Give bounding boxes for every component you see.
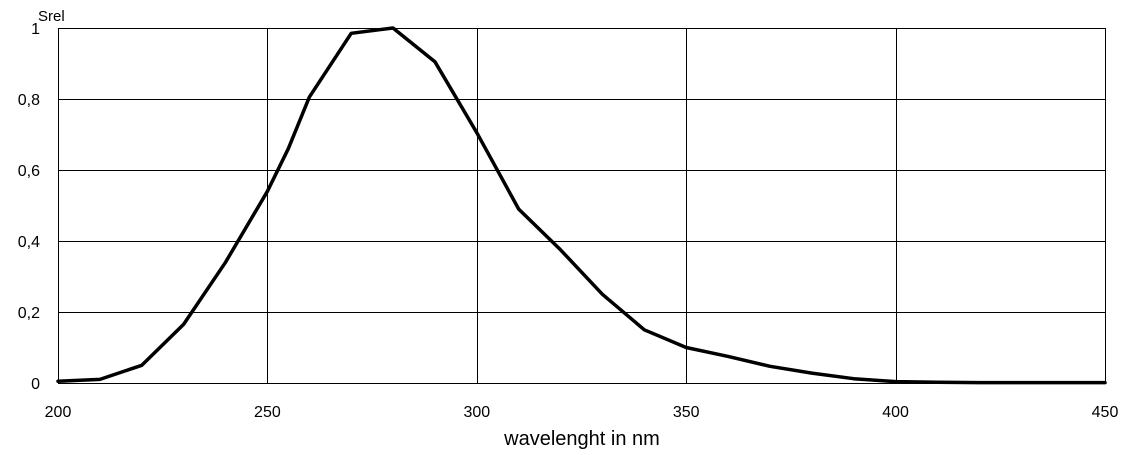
y-axis-label: Srel bbox=[38, 8, 65, 25]
y-tick-label: 0,2 bbox=[18, 305, 40, 322]
x-tick-label: 250 bbox=[254, 404, 281, 421]
y-axis-ticks: 0 0,2 0,4 0,6 0,8 1 bbox=[18, 21, 40, 393]
x-axis-label: wavelenght in nm bbox=[503, 428, 660, 450]
x-tick-label: 450 bbox=[1092, 404, 1119, 421]
y-tick-label: 1 bbox=[31, 21, 40, 38]
y-tick-label: 0,4 bbox=[18, 234, 40, 251]
x-tick-label: 350 bbox=[673, 404, 700, 421]
y-tick-label: 0,6 bbox=[18, 163, 40, 180]
grid bbox=[58, 28, 1106, 384]
y-tick-label: 0,8 bbox=[18, 92, 40, 109]
series-group bbox=[56, 26, 1107, 385]
x-tick-label: 200 bbox=[45, 404, 72, 421]
x-tick-label: 400 bbox=[882, 404, 909, 421]
plot-frame bbox=[58, 28, 1106, 384]
y-tick-label: 0 bbox=[31, 376, 40, 393]
series-line bbox=[56, 26, 1107, 385]
x-axis-ticks: 200 250 300 350 400 450 bbox=[45, 404, 1119, 421]
x-tick-label: 300 bbox=[463, 404, 490, 421]
